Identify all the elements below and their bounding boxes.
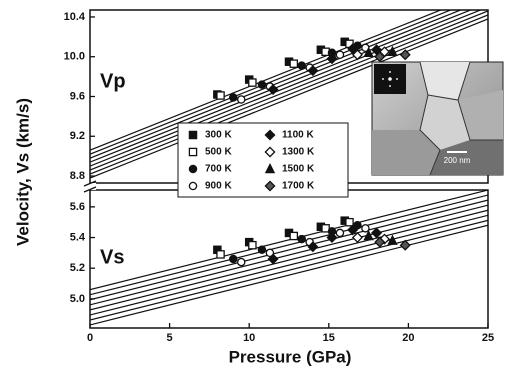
- y-tick-label: 9.2: [70, 130, 85, 142]
- panel-frame: [90, 190, 488, 328]
- data-point: [372, 228, 381, 237]
- legend-marker: [189, 148, 196, 155]
- x-tick-label: 15: [323, 332, 335, 344]
- legend-marker: [189, 182, 196, 189]
- data-point: [238, 258, 245, 265]
- y-axis-title: Velocity, Vs (km/s): [13, 98, 32, 246]
- x-tick-label: 0: [87, 332, 93, 344]
- y-tick-label: 5.0: [70, 293, 85, 305]
- fit-line: [90, 210, 488, 310]
- data-point: [258, 81, 265, 88]
- data-point: [249, 79, 256, 86]
- legend-label: 1500 K: [282, 164, 315, 175]
- data-point: [290, 60, 297, 67]
- x-tick-label: 5: [167, 332, 173, 344]
- legend-marker: [189, 165, 196, 172]
- data-point: [298, 62, 305, 69]
- y-tick-label: 5.4: [70, 231, 86, 243]
- legend-box: [178, 123, 348, 197]
- legend-label: 1100 K: [282, 130, 314, 141]
- y-tick-label: 10.0: [64, 51, 85, 63]
- data-point: [327, 233, 336, 242]
- data-point: [362, 225, 369, 232]
- data-point: [217, 92, 224, 99]
- x-tick-label: 20: [402, 332, 414, 344]
- legend-label: 1300 K: [282, 147, 315, 158]
- data-point: [217, 251, 224, 258]
- panel-label: Vs: [100, 246, 124, 268]
- data-point: [336, 51, 343, 58]
- panel-label: Vp: [100, 70, 126, 92]
- fit-line: [90, 200, 488, 300]
- legend-label: 500 K: [205, 147, 232, 158]
- x-axis-title: Pressure (GPa): [229, 347, 352, 366]
- inset-micrograph: 200 nm: [372, 62, 503, 175]
- x-tick-label: 25: [482, 332, 494, 344]
- y-tick-label: 5.2: [70, 262, 85, 274]
- y-tick-label: 5.6: [70, 201, 85, 213]
- x-tick-label: 10: [243, 332, 255, 344]
- y-tick-label: 8.8: [70, 170, 85, 182]
- data-point: [249, 242, 256, 249]
- data-point: [353, 233, 362, 242]
- legend-label: 300 K: [205, 130, 232, 141]
- legend-marker: [189, 131, 196, 138]
- fit-line: [90, 205, 488, 305]
- data-point: [401, 50, 410, 59]
- data-point: [336, 229, 343, 236]
- chart: Pressure (GPa) Velocity, Vs (km/s) 8.8 9.…: [0, 0, 505, 376]
- y-tick-label: 10.4: [64, 11, 86, 23]
- fit-line: [90, 195, 488, 295]
- data-point: [346, 219, 353, 226]
- legend-label: 700 K: [205, 164, 232, 175]
- plot-area: [90, 190, 488, 325]
- data-point: [230, 255, 237, 262]
- y-tick-label: 9.6: [70, 90, 85, 102]
- data-point: [230, 94, 237, 101]
- data-point: [238, 96, 245, 103]
- data-point: [290, 232, 297, 239]
- data-point: [258, 246, 265, 253]
- legend-label: 1700 K: [282, 181, 315, 192]
- data-point: [298, 235, 305, 242]
- scale-bar-label: 200 nm: [444, 156, 471, 165]
- legend-label: 900 K: [205, 181, 232, 192]
